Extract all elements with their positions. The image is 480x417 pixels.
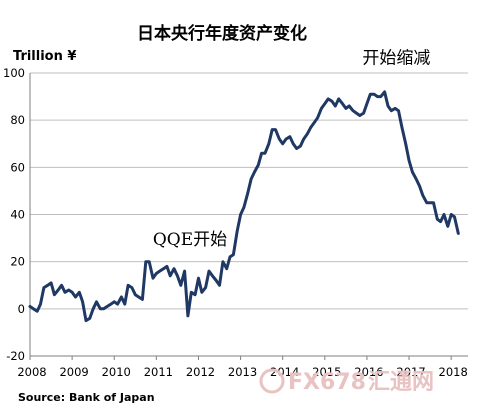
axes <box>29 73 468 360</box>
source-note: Source: Bank of Japan <box>18 391 155 404</box>
annotation-label: QQE开始 <box>153 230 227 250</box>
series <box>28 90 460 323</box>
annotations: QQE开始 开始缩减 <box>153 49 431 251</box>
annotation-label: 开始缩减 <box>362 49 430 69</box>
y-tick-label: 40 <box>10 208 25 222</box>
y-tick-label: 100 <box>3 66 25 80</box>
x-tick-label: 2009 <box>59 365 88 379</box>
x-tick-label: 2011 <box>144 365 173 379</box>
y-axis-unit-label: Trillion ¥ <box>13 49 76 64</box>
x-tick-label: 2013 <box>228 365 257 379</box>
series-line-0 <box>28 90 460 323</box>
watermark: FX678 汇通网 <box>259 368 434 395</box>
y-tick-label: -20 <box>6 349 25 363</box>
x-tick-label: 2012 <box>186 365 215 379</box>
x-tick-label: 2008 <box>17 365 46 379</box>
x-tick-labels: 2008 2009 2010 2011 2012 2013 2014 2015 2016 2017… <box>17 365 467 379</box>
watermark-suffix: 汇通网 <box>368 370 434 395</box>
y-tick-label: 60 <box>10 160 25 174</box>
y-tick-labels: -20 0 20 40 60 80 100 <box>3 66 25 363</box>
x-tick-label: 2014 <box>270 365 299 379</box>
x-tick-label: 2016 <box>354 365 383 379</box>
x-tick-label: 2017 <box>396 365 425 379</box>
x-tick-label: 2015 <box>312 365 341 379</box>
gridlines <box>30 72 468 357</box>
y-tick-label: 0 <box>18 302 25 316</box>
watermark-text: FX678 <box>288 370 366 395</box>
chart-title: 日本央行年度资产变化 <box>137 23 307 44</box>
x-tick-label: 2010 <box>102 365 131 379</box>
watermark-logo-icon <box>259 368 285 394</box>
x-tick-label: 2018 <box>439 365 468 379</box>
y-tick-label: 80 <box>10 113 25 127</box>
y-tick-label: 20 <box>10 255 25 269</box>
